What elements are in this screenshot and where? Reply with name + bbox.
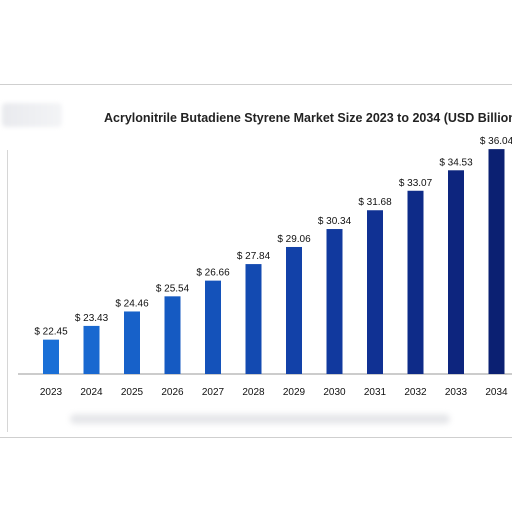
value-label-2031: $ 31.68 [358,197,392,208]
bar-2031 [367,210,383,374]
value-label-2028: $ 27.84 [237,251,271,262]
value-label-2034: $ 36.04 [480,136,512,147]
value-label-2027: $ 26.66 [196,268,230,279]
x-tick-label-2024: 2024 [80,387,103,398]
value-label-2025: $ 24.46 [115,298,149,309]
bar-2024 [83,325,100,374]
x-tick-label-2033: 2033 [445,387,468,398]
bar-2027 [205,280,221,374]
x-tick-label-2023: 2023 [40,387,63,398]
x-tick-label-2028: 2028 [242,387,265,398]
bar-2030 [326,229,343,374]
x-tick-label-2027: 2027 [202,387,225,398]
x-tick-label-2029: 2029 [283,387,306,398]
blurred-logo [2,103,62,127]
left-divider [7,150,8,432]
bar-2026 [164,296,181,374]
x-tick-label-2025: 2025 [121,387,144,398]
x-tick-label-2030: 2030 [323,387,346,398]
bar-2025 [124,311,140,374]
value-label-2024: $ 23.43 [75,313,109,324]
x-tick-label-2031: 2031 [364,387,387,398]
x-tick-label-2034: 2034 [485,387,508,398]
value-label-2030: $ 30.34 [318,216,352,227]
x-tick-label-2026: 2026 [161,387,184,398]
bar-2032 [407,190,424,374]
value-label-2026: $ 25.54 [156,283,190,294]
bar-2023 [43,339,59,374]
chart-title: Acrylonitrile Butadiene Styrene Market S… [104,111,512,125]
x-tick-label-2032: 2032 [404,387,427,398]
value-label-2023: $ 22.45 [34,327,68,338]
chart-card [0,84,512,438]
value-label-2032: $ 33.07 [399,178,433,189]
blurred-source-note [70,414,450,424]
bar-2029 [286,246,302,374]
value-label-2033: $ 34.53 [439,157,473,168]
bar-2028 [245,264,262,374]
bar-2034 [488,149,505,374]
value-label-2029: $ 29.06 [277,234,311,245]
bar-2033 [448,170,464,374]
